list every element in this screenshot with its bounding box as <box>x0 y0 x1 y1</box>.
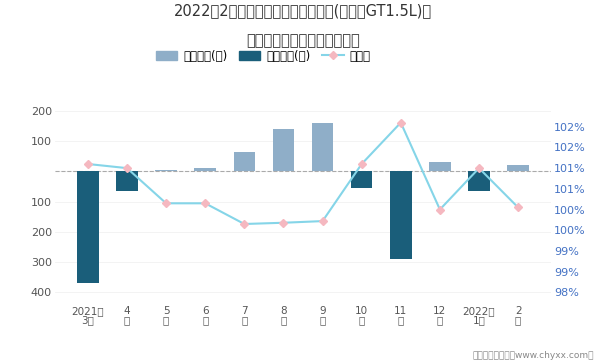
Bar <box>312 123 333 171</box>
Text: 月: 月 <box>319 315 325 325</box>
Text: 月: 月 <box>437 315 443 325</box>
Bar <box>390 171 411 259</box>
Text: 7: 7 <box>241 306 248 316</box>
Text: 月: 月 <box>398 315 404 325</box>
Text: 2022年: 2022年 <box>463 306 495 316</box>
Text: 2021年: 2021年 <box>72 306 104 316</box>
Text: 制图：智研咨询（www.chyxx.com）: 制图：智研咨询（www.chyxx.com） <box>473 351 594 360</box>
Text: 月: 月 <box>163 315 169 325</box>
Text: 2: 2 <box>515 306 521 316</box>
Bar <box>351 171 373 188</box>
Bar <box>429 162 451 171</box>
Bar <box>273 129 294 171</box>
Text: 2022年2月别克英朗旗下最畅销轿车(新英朗GT1.5L)近: 2022年2月别克英朗旗下最畅销轿车(新英朗GT1.5L)近 <box>174 4 432 19</box>
Bar <box>507 165 529 171</box>
Text: 4: 4 <box>124 306 130 316</box>
Text: 月: 月 <box>124 315 130 325</box>
Text: 1月: 1月 <box>473 315 485 325</box>
Text: 月: 月 <box>359 315 365 325</box>
Bar <box>468 171 490 191</box>
Text: 10: 10 <box>355 306 368 316</box>
Legend: 积压库存(辆), 清仓库存(辆), 产销率: 积压库存(辆), 清仓库存(辆), 产销率 <box>152 45 375 67</box>
Text: 月: 月 <box>515 315 521 325</box>
Bar <box>233 152 255 171</box>
Bar <box>116 171 138 191</box>
Text: 月: 月 <box>281 315 287 325</box>
Text: 一年库存情况及产销率统计图: 一年库存情况及产销率统计图 <box>246 33 360 48</box>
Text: 12: 12 <box>433 306 447 316</box>
Text: 月: 月 <box>241 315 247 325</box>
Text: 月: 月 <box>202 315 208 325</box>
Text: 11: 11 <box>394 306 407 316</box>
Text: 3月: 3月 <box>81 315 95 325</box>
Bar <box>155 170 177 171</box>
Text: 9: 9 <box>319 306 326 316</box>
Text: 5: 5 <box>163 306 170 316</box>
Text: 8: 8 <box>280 306 287 316</box>
Bar <box>195 168 216 171</box>
Text: 6: 6 <box>202 306 208 316</box>
Bar <box>77 171 99 283</box>
